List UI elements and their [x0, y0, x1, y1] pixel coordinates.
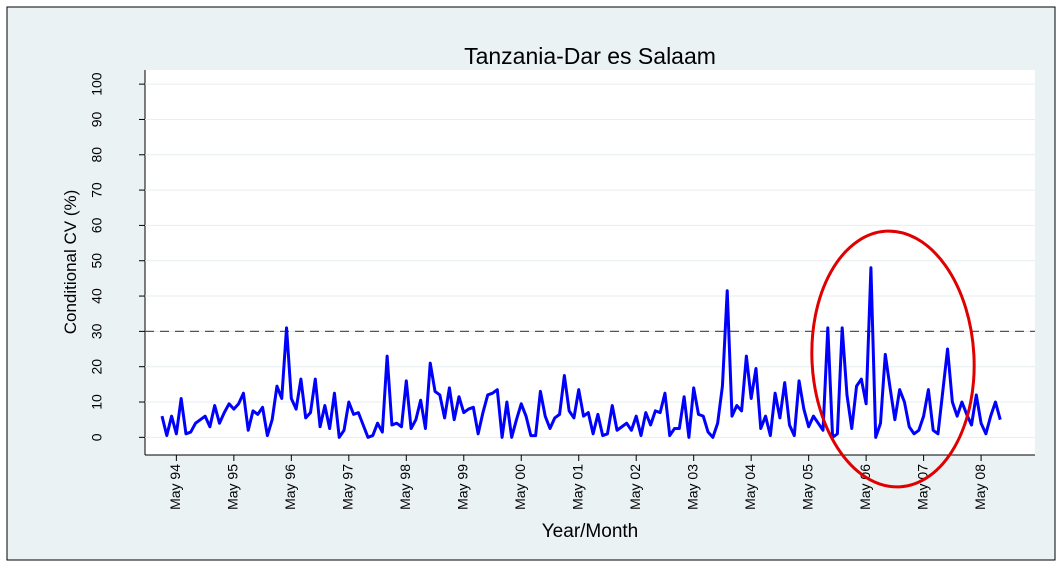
y-tick-label: 0: [89, 433, 105, 441]
x-tick-label: May 97: [340, 464, 356, 510]
y-tick-label: 90: [89, 111, 105, 127]
y-tick-label: 50: [89, 253, 105, 269]
x-tick-label: May 08: [972, 464, 988, 510]
x-tick-label: May 03: [684, 464, 700, 510]
chart-title: Tanzania-Dar es Salaam: [464, 43, 716, 69]
x-tick-label: May 02: [627, 464, 643, 510]
x-tick-label: May 96: [282, 464, 298, 510]
x-tick-label: May 98: [397, 464, 413, 510]
plot: 0 10 20 30 40 50 60 70 80 90 100 May 94 May 95 May 96…: [89, 70, 1035, 510]
y-tick-label: 20: [89, 359, 105, 375]
x-tick-label: May 99: [454, 464, 470, 510]
y-tick-label: 10: [89, 394, 105, 410]
y-tick-label: 100: [89, 72, 105, 96]
y-tick-label: 80: [89, 147, 105, 163]
y-tick-label: 40: [89, 288, 105, 304]
y-axis-title: Conditional CV (%): [61, 190, 80, 335]
highlight-ellipse: [810, 229, 976, 489]
y-tick-label: 70: [89, 182, 105, 198]
data-line: [160, 266, 1002, 439]
y-tick-label: 30: [89, 323, 105, 339]
plot-area: [145, 70, 1035, 455]
y-tick-label: 60: [89, 217, 105, 233]
x-tick-label: May 04: [742, 464, 758, 510]
x-tick-label: May 01: [569, 464, 585, 510]
x-tick-label: May 07: [914, 464, 930, 510]
x-tick-label: May 95: [225, 464, 241, 510]
x-tick-label: May 00: [512, 464, 528, 510]
x-tick-label: May 05: [799, 464, 815, 510]
x-axis-title: Year/Month: [542, 521, 638, 542]
x-tick-label: May 94: [167, 464, 183, 510]
